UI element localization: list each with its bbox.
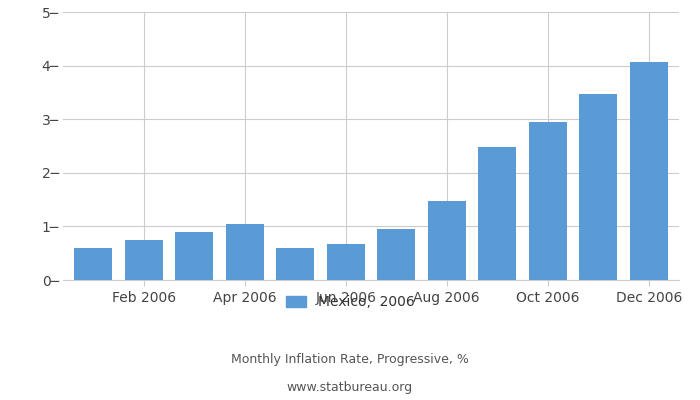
Bar	[580, 94, 617, 280]
Bar	[175, 232, 214, 280]
Text: www.statbureau.org: www.statbureau.org	[287, 382, 413, 394]
Bar	[327, 244, 365, 280]
Bar	[428, 201, 466, 280]
Bar	[125, 240, 162, 280]
Bar	[528, 122, 567, 280]
Bar	[74, 248, 112, 280]
Legend: Mexico,  2006: Mexico, 2006	[280, 290, 420, 315]
Bar	[478, 147, 516, 280]
Bar	[630, 62, 668, 280]
Bar	[377, 229, 415, 280]
Text: Monthly Inflation Rate, Progressive, %: Monthly Inflation Rate, Progressive, %	[231, 354, 469, 366]
Bar	[276, 248, 314, 280]
Bar	[226, 224, 264, 280]
